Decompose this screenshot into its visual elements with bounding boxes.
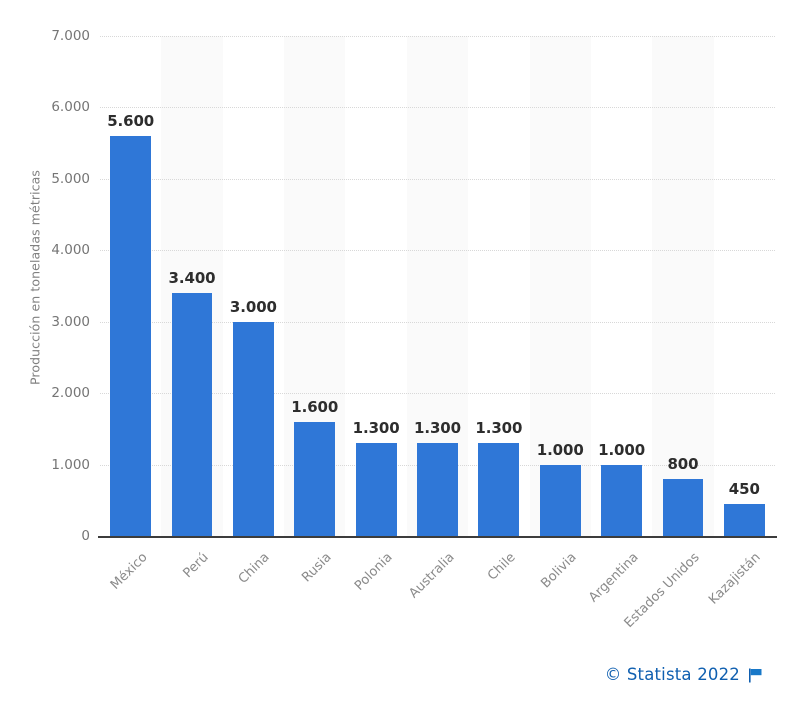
bar-value-label: 1.000 bbox=[536, 440, 584, 459]
bar-value-label: 3.000 bbox=[229, 297, 277, 316]
bar[interactable] bbox=[662, 478, 704, 536]
y-tick-label: 7.000 bbox=[51, 28, 90, 44]
y-gridline bbox=[100, 250, 775, 252]
x-tick-label: México bbox=[107, 550, 151, 593]
x-tick-label: Perú bbox=[180, 550, 212, 582]
bar[interactable] bbox=[478, 443, 520, 536]
plot-area: 5.600 3.400 3.000 1.600 1.300 1.300 1.300 1.000… bbox=[100, 36, 775, 536]
x-tick-label: Polonia bbox=[352, 550, 396, 594]
y-axis-tick-labels: 0 1.000 2.000 3.000 4.000 5.000 6.000 7.000 bbox=[0, 0, 90, 707]
statista-copyright-label: © Statista 2022 bbox=[604, 665, 740, 684]
y-tick-label: 2.000 bbox=[51, 385, 90, 402]
flag-icon[interactable] bbox=[748, 668, 763, 683]
x-tick-label: Bolivia bbox=[538, 550, 580, 592]
bar[interactable] bbox=[171, 293, 213, 536]
y-tick-label: 6.000 bbox=[51, 99, 90, 116]
y-gridline bbox=[100, 393, 775, 395]
bar-value-label: 450 bbox=[728, 479, 760, 498]
x-tick-label: Chile bbox=[484, 550, 519, 584]
bar[interactable] bbox=[110, 136, 152, 536]
bar[interactable] bbox=[723, 503, 765, 536]
bar[interactable] bbox=[417, 443, 458, 536]
x-tick-label: Argentina bbox=[585, 550, 642, 606]
bar-value-label: 1.300 bbox=[414, 419, 461, 438]
bar-value-label: 800 bbox=[667, 454, 699, 473]
bar-value-label: 1.300 bbox=[475, 419, 523, 438]
y-tick-label: 4.000 bbox=[51, 242, 90, 259]
bar-value-label: 3.400 bbox=[168, 269, 216, 288]
statista-footer: © Statista 2022 bbox=[605, 665, 763, 684]
y-tick-label: 1.000 bbox=[51, 456, 90, 473]
y-gridline bbox=[100, 36, 775, 37]
bar[interactable] bbox=[355, 443, 397, 536]
x-tick-label: Kazajistán bbox=[706, 550, 764, 608]
bar-value-label: 5.600 bbox=[107, 112, 155, 130]
plot-band bbox=[529, 36, 591, 536]
y-gridline bbox=[100, 178, 775, 180]
bar[interactable] bbox=[233, 321, 274, 536]
bar-value-label: 1.300 bbox=[352, 419, 400, 438]
y-tick-label: 3.000 bbox=[51, 313, 90, 330]
x-tick-label: Rusia bbox=[298, 550, 335, 586]
bar[interactable] bbox=[539, 464, 581, 536]
y-tick-label: 0 bbox=[81, 528, 90, 544]
plot-band bbox=[652, 36, 714, 536]
y-tick-label: 5.000 bbox=[51, 170, 90, 187]
bar[interactable] bbox=[601, 464, 642, 536]
y-gridline bbox=[100, 107, 775, 109]
bar-value-label: 1.000 bbox=[598, 440, 646, 459]
x-axis-line bbox=[98, 536, 777, 538]
x-tick-label: China bbox=[236, 550, 274, 587]
y-gridline bbox=[100, 321, 775, 323]
x-tick-label: Australia bbox=[405, 550, 458, 602]
bar-value-label: 1.600 bbox=[291, 397, 339, 416]
bar[interactable] bbox=[294, 421, 336, 536]
